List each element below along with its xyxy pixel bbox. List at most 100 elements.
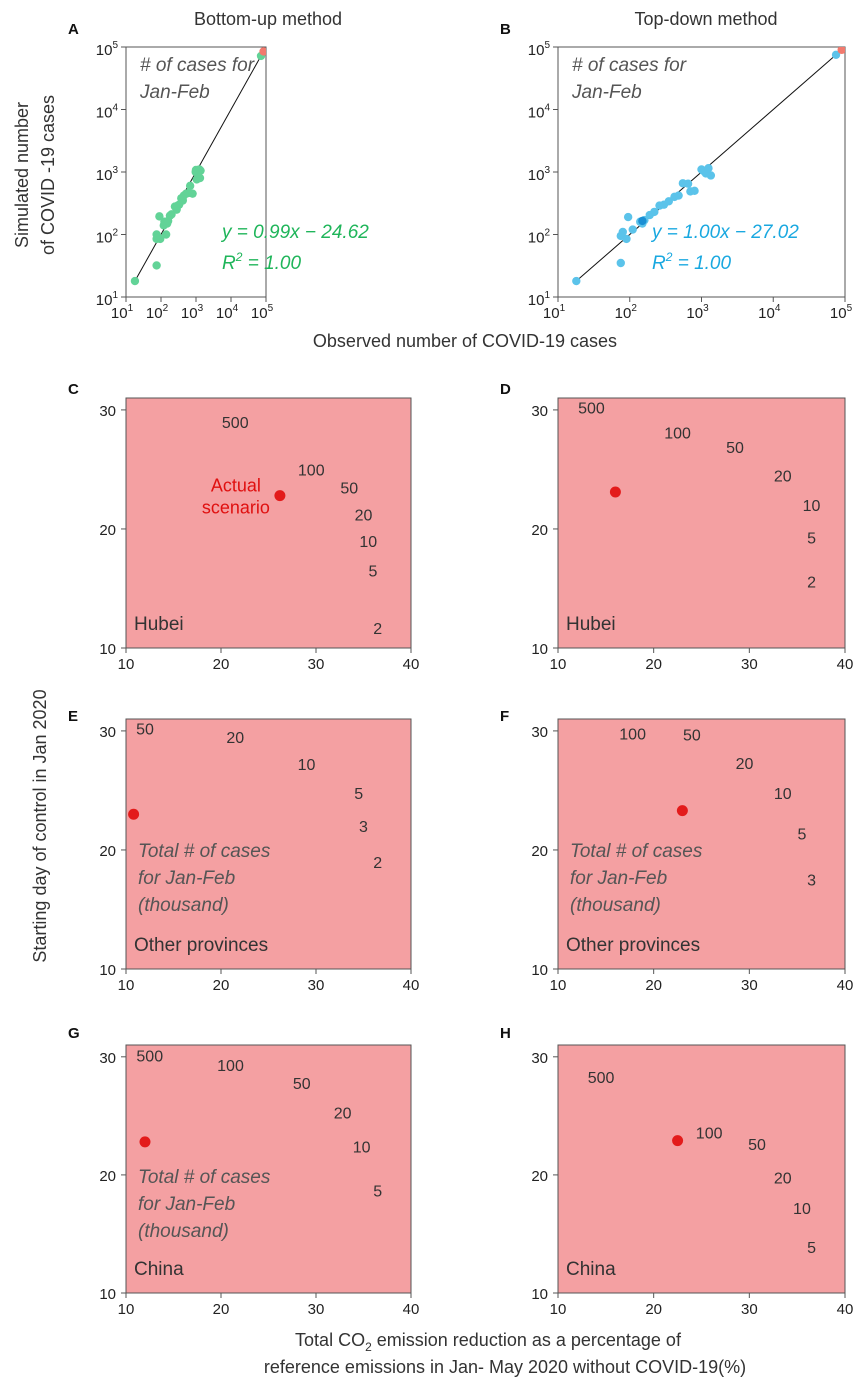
- y-tick-label: 102: [528, 228, 551, 247]
- plot-frame: [125, 718, 412, 970]
- cases-annotation-line: # of cases for: [572, 55, 687, 76]
- panel-letter-e: E: [68, 708, 78, 725]
- scatter-point: [152, 261, 161, 270]
- x-tick-label: 10: [118, 656, 135, 673]
- scatter-point: [618, 227, 627, 237]
- panel-letter-b: B: [500, 21, 511, 38]
- y-tick-label: 102: [96, 228, 119, 247]
- tick-exponent: 4: [544, 103, 550, 114]
- y-tick-label: 104: [96, 103, 119, 122]
- y-tick-label: 20: [531, 843, 548, 860]
- scatter-point: [161, 230, 171, 239]
- fit-equation: y = 1.00x − 27.02: [650, 222, 799, 243]
- plot-frame: [125, 397, 412, 649]
- actual-scenario-point: [274, 490, 286, 502]
- y-tick-label: 10: [531, 641, 548, 658]
- total-cases-note-line: for Jan-Feb: [570, 868, 667, 889]
- y-tick-label: 10: [531, 962, 548, 979]
- total-cases-note-line: for Jan-Feb: [138, 868, 235, 889]
- actual-scenario-label: scenario: [202, 498, 270, 518]
- tick-exponent: 2: [631, 303, 637, 314]
- contour-label-2: 2: [373, 621, 382, 638]
- x-tick-label: 10: [550, 1301, 567, 1318]
- tick-exponent: 5: [847, 303, 853, 314]
- scatter-point: [196, 166, 205, 175]
- y-tick-label: 30: [99, 1050, 116, 1067]
- contour-line-5: [548, 1041, 854, 1043]
- scatter-point: [622, 234, 631, 244]
- title-top-down: Top-down method: [634, 9, 777, 29]
- y-tick-label: 10: [99, 641, 116, 658]
- x-tick-label: 10: [118, 977, 135, 994]
- actual-scenario-point: [139, 1136, 151, 1148]
- contour-label-20: 20: [774, 468, 792, 485]
- y-tick-label: 10: [99, 1286, 116, 1303]
- region-label: Other provinces: [566, 935, 700, 956]
- contour-label-10: 10: [774, 786, 792, 803]
- contour-field: [126, 719, 411, 969]
- y-tick-label: 20: [99, 843, 116, 860]
- contour-label-10: 10: [359, 534, 377, 551]
- x-tick-label: 101: [543, 303, 566, 322]
- contour-label-20: 20: [334, 1105, 352, 1122]
- scatter-point: [664, 197, 673, 206]
- contour-label-50: 50: [136, 722, 154, 739]
- x-tick-label: 104: [758, 303, 781, 322]
- contour-label-100: 100: [664, 426, 691, 443]
- plot-frame: [557, 1044, 846, 1294]
- tick-exponent: 4: [775, 303, 781, 314]
- panel-f: F 100 50 20 10 5 3 10 20 30 40 10 20 30 Total # of cas…: [500, 708, 854, 1043]
- y-tick-label: 104: [528, 103, 551, 122]
- contour-line-50: [548, 705, 854, 718]
- contour-label-100: 100: [696, 1125, 723, 1142]
- x-tick-label: 30: [741, 977, 758, 994]
- x-tick-label: 40: [837, 1301, 854, 1318]
- tick-exponent: 4: [233, 303, 239, 314]
- contour-label-50: 50: [726, 440, 744, 457]
- scatter-point: [704, 164, 713, 173]
- contour-line-10: [548, 1033, 854, 1039]
- tick-exponent: 5: [112, 40, 118, 51]
- x-tick-label: 105: [830, 303, 853, 322]
- contour-label-500: 500: [136, 1049, 163, 1066]
- total-cases-note-line: Total # of cases: [138, 1167, 271, 1188]
- scatter-point: [195, 173, 205, 183]
- panel-letter-a: A: [68, 21, 79, 38]
- y-tick-label: 30: [531, 403, 548, 420]
- region-label: China: [134, 1259, 184, 1280]
- r-squared-superscript: 2: [235, 250, 243, 264]
- total-cases-note-line: (thousand): [138, 895, 229, 916]
- panel-letter-d: D: [500, 381, 511, 398]
- scatter-point: [831, 50, 841, 60]
- contour-label-5: 5: [797, 826, 806, 843]
- tick-exponent: 5: [544, 40, 550, 51]
- title-bottom-up: Bottom-up method: [194, 9, 342, 29]
- x-tick-label: 20: [645, 1301, 662, 1318]
- y-tick-label: 105: [96, 40, 119, 59]
- contour-label-100: 100: [217, 1058, 244, 1075]
- contour-label-50: 50: [293, 1076, 311, 1093]
- tick-exponent: 2: [544, 228, 550, 239]
- scatter-point: [683, 179, 693, 188]
- contour-band-100: [558, 719, 845, 969]
- panel-g: G 500 100 50 20 10 5 10 20 30 40 10 20 30 Total # of c…: [68, 1025, 419, 1318]
- scatter-point: [628, 225, 637, 234]
- x-tick-label: 30: [741, 656, 758, 673]
- scatter-point: [155, 212, 164, 221]
- contour-label-100: 100: [619, 726, 646, 743]
- cases-annotation-line: Jan-Feb: [571, 82, 642, 103]
- total-cases-note-line: (thousand): [138, 1221, 229, 1242]
- x-tick-label: 40: [837, 656, 854, 673]
- y-tick-label: 103: [96, 165, 119, 184]
- contour-label-10: 10: [298, 757, 316, 774]
- contour-label-5: 5: [354, 786, 363, 803]
- x-tick-label: 30: [308, 1301, 325, 1318]
- scatter-point: [650, 207, 659, 217]
- tick-exponent: 4: [112, 103, 118, 114]
- tick-exponent: 3: [703, 303, 709, 314]
- tick-exponent: 1: [128, 303, 134, 314]
- r-squared: R2 = 1.00: [652, 250, 731, 274]
- contour-band-500: [558, 1045, 845, 1293]
- contour-line-100: [548, 699, 854, 717]
